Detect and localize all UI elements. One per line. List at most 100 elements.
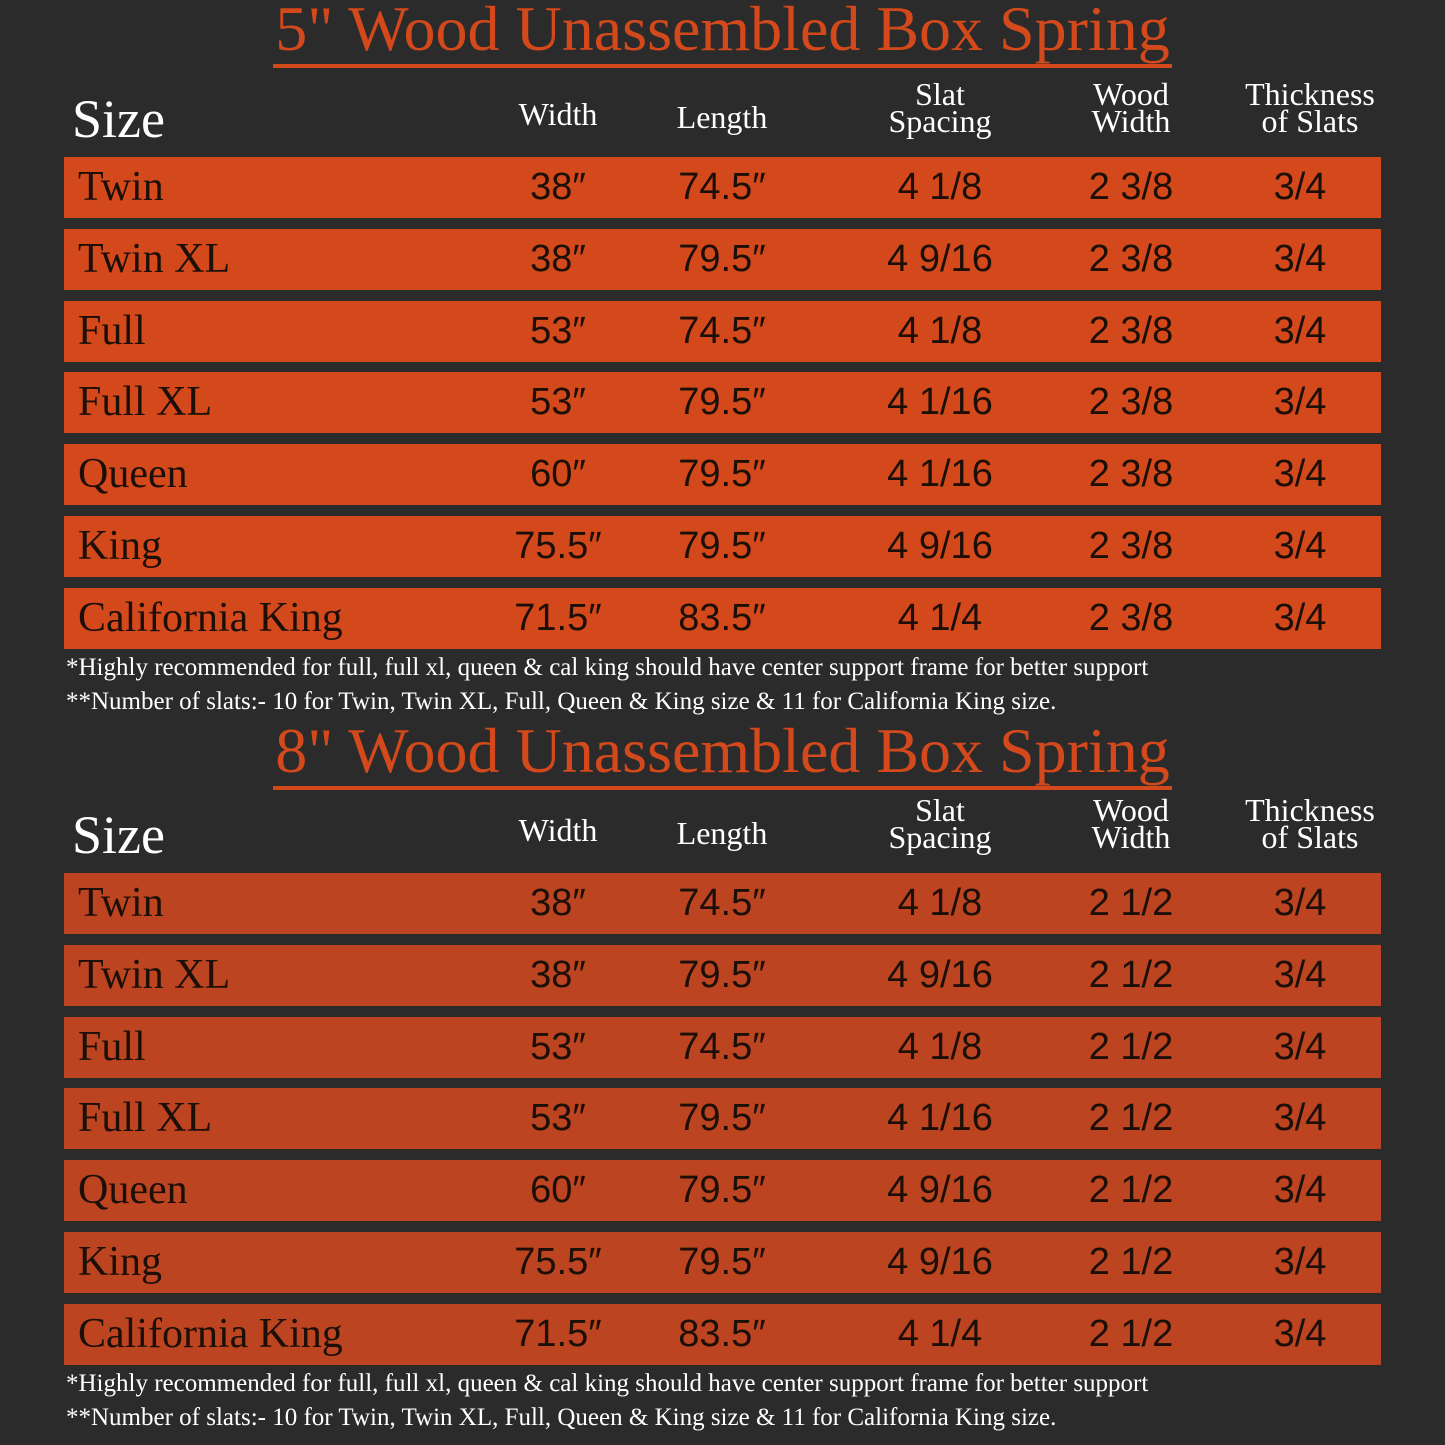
- cell-thickness: 3/4: [1273, 1312, 1327, 1355]
- cell-size: Queen: [78, 1167, 188, 1214]
- header-thickness-line1: Thickness: [1245, 792, 1375, 828]
- cell-width: 60″: [530, 1169, 586, 1212]
- cell-size: California King: [78, 594, 343, 641]
- cell-wood-width: 2 1/2: [1088, 1097, 1174, 1140]
- table-row: Queen 60″ 79.5″ 4 1/16 2 3/8 3/4: [64, 444, 1381, 506]
- header-thickness: Thickness of Slats: [1210, 76, 1410, 139]
- cell-size: Full XL: [78, 379, 213, 426]
- spec-table-section: 5" Wood Unassembled Box Spring Size Width L…: [0, 0, 1445, 716]
- cell-slat-spacing: 4 1/4: [897, 1312, 983, 1355]
- cell-wood-width: 2 1/2: [1088, 1241, 1174, 1283]
- cell-slat-spacing: 4 1/8: [897, 882, 983, 924]
- cell-thickness: 3/4: [1273, 1241, 1327, 1283]
- table-row: Twin 38″ 74.5″ 4 1/8 2 1/2 3/4: [64, 873, 1381, 934]
- cell-wood-width: 2 3/8: [1088, 237, 1174, 280]
- table-row: Full 53″ 74.5″ 4 1/8 2 3/8 3/4: [64, 300, 1381, 362]
- table-row: Full 53″ 74.5″ 4 1/8 2 1/2 3/4: [64, 1016, 1381, 1078]
- cell-wood-width: 2 3/8: [1088, 525, 1174, 567]
- cell-wood-width: 2 3/8: [1088, 453, 1174, 496]
- cell-slat-spacing: 4 1/16: [887, 1097, 993, 1140]
- header-wood-width: Wood Width: [1031, 76, 1231, 139]
- cell-size: California King: [78, 1310, 343, 1357]
- cell-slat-spacing: 4 9/16: [887, 953, 993, 996]
- footnote: *Highly recommended for full, full xl, q…: [66, 654, 1149, 681]
- header-slat-spacing: Slat Spacing: [840, 78, 1040, 139]
- header-wood-width-line2: Width: [1091, 819, 1171, 855]
- header-thickness-line2: of Slats: [1261, 103, 1359, 139]
- cell-size: King: [78, 523, 162, 569]
- header-slat-spacing: Slat Spacing: [840, 792, 1040, 855]
- cell-wood-width: 2 1/2: [1088, 882, 1174, 924]
- cell-length: 74.5″: [678, 166, 766, 208]
- table-row: Twin XL 38″ 79.5″ 4 9/16 2 1/2 3/4: [64, 944, 1381, 1006]
- cell-wood-width: 2 3/8: [1088, 596, 1174, 639]
- header-wood-width-line2: Width: [1091, 103, 1171, 139]
- cell-thickness: 3/4: [1273, 882, 1327, 924]
- cell-length: 74.5″: [678, 309, 766, 352]
- cell-width: 71.5″: [514, 596, 602, 639]
- table-row: Twin XL 38″ 79.5″ 4 9/16 2 3/8 3/4: [64, 228, 1381, 290]
- cell-size: Twin: [78, 880, 164, 926]
- cell-length: 79.5″: [678, 381, 766, 424]
- cell-slat-spacing: 4 1/16: [887, 381, 993, 424]
- cell-thickness: 3/4: [1273, 1097, 1327, 1140]
- header-width: Width: [518, 96, 598, 132]
- spec-table-section: 8" Wood Unassembled Box Spring Size Width L…: [0, 716, 1445, 1432]
- section-title: 5" Wood Unassembled Box Spring: [0, 0, 1445, 68]
- cell-length: 74.5″: [678, 1025, 766, 1068]
- table-row: King 75.5″ 79.5″ 4 9/16 2 3/8 3/4: [64, 516, 1381, 577]
- header-wood-width-line1: Wood: [1093, 76, 1169, 112]
- cell-slat-spacing: 4 1/8: [897, 309, 983, 352]
- cell-length: 79.5″: [678, 1241, 766, 1283]
- cell-length: 79.5″: [678, 1097, 766, 1140]
- cell-thickness: 3/4: [1273, 525, 1327, 567]
- cell-length: 79.5″: [678, 453, 766, 496]
- cell-thickness: 3/4: [1273, 1025, 1327, 1068]
- cell-wood-width: 2 3/8: [1088, 381, 1174, 424]
- footnote: *Highly recommended for full, full xl, q…: [66, 1370, 1149, 1397]
- section-title-text: 5" Wood Unassembled Box Spring: [273, 0, 1172, 68]
- cell-wood-width: 2 3/8: [1088, 309, 1174, 352]
- header-thickness-line2: of Slats: [1261, 819, 1359, 855]
- cell-size: Full: [78, 307, 146, 354]
- cell-width: 53″: [530, 381, 586, 424]
- cell-size: Twin XL: [78, 951, 231, 998]
- cell-thickness: 3/4: [1273, 596, 1327, 639]
- cell-width: 60″: [530, 453, 586, 496]
- cell-thickness: 3/4: [1273, 453, 1327, 496]
- cell-size: Full: [78, 1023, 146, 1070]
- footnote: **Number of slats:- 10 for Twin, Twin XL…: [66, 688, 1057, 715]
- header-slat-spacing-line1: Slat: [915, 792, 965, 828]
- cell-width: 38″: [530, 882, 586, 924]
- header-slat-spacing-line2: Spacing: [888, 103, 992, 139]
- header-length: Length: [676, 815, 768, 851]
- cell-size: Twin XL: [78, 235, 231, 282]
- cell-width: 75.5″: [514, 1241, 602, 1283]
- cell-size: Queen: [78, 451, 188, 498]
- header-thickness-line1: Thickness: [1245, 76, 1375, 112]
- header-size: Size: [72, 89, 165, 149]
- cell-width: 75.5″: [514, 525, 602, 567]
- header-wood-width: Wood Width: [1031, 794, 1231, 855]
- header-slat-spacing-line2: Spacing: [888, 819, 992, 855]
- cell-thickness: 3/4: [1273, 237, 1327, 280]
- cell-slat-spacing: 4 9/16: [887, 237, 993, 280]
- cell-wood-width: 2 1/2: [1088, 1169, 1174, 1212]
- cell-wood-width: 2 1/2: [1088, 1025, 1174, 1068]
- cell-thickness: 3/4: [1273, 1169, 1327, 1212]
- cell-thickness: 3/4: [1273, 166, 1327, 208]
- cell-slat-spacing: 4 1/16: [887, 453, 993, 496]
- table-row: Twin 38″ 74.5″ 4 1/8 2 3/8 3/4: [64, 157, 1381, 218]
- cell-width: 53″: [530, 1097, 586, 1140]
- table-row: Full XL 53″ 79.5″ 4 1/16 2 1/2 3/4: [64, 1088, 1381, 1150]
- cell-length: 83.5″: [678, 596, 766, 639]
- cell-thickness: 3/4: [1273, 953, 1327, 996]
- cell-wood-width: 2 3/8: [1088, 166, 1174, 208]
- header-length: Length: [676, 99, 768, 135]
- header-width: Width: [518, 812, 598, 848]
- cell-thickness: 3/4: [1273, 381, 1327, 424]
- cell-size: Full XL: [78, 1095, 213, 1142]
- cell-length: 74.5″: [678, 882, 766, 924]
- cell-length: 79.5″: [678, 953, 766, 996]
- cell-width: 38″: [530, 953, 586, 996]
